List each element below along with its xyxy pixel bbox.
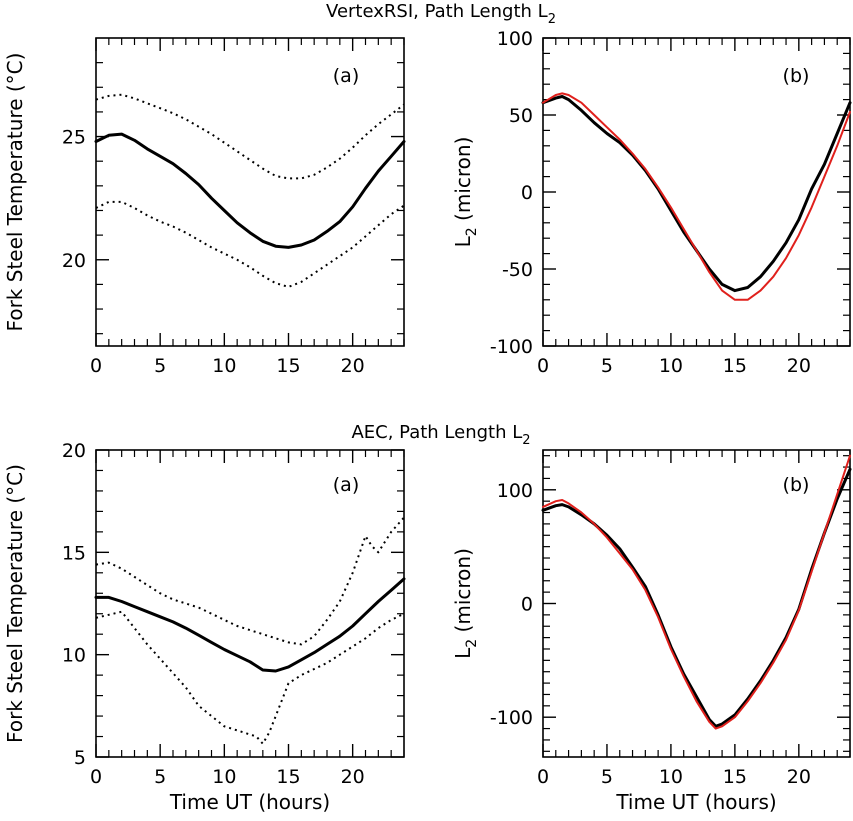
series-line-upper <box>95 516 405 646</box>
x-tick-label: 5 <box>154 766 166 788</box>
y-tick-label: 100 <box>497 480 533 502</box>
y-axis-label-unit: (micron) <box>451 548 475 639</box>
panel-label: (a) <box>333 474 359 496</box>
x-axis-label: Time UT (hours) <box>615 790 776 814</box>
x-tick-label: 10 <box>659 355 683 377</box>
x-tick-label: 10 <box>212 355 236 377</box>
series-line-model <box>542 454 851 730</box>
y-tick-label: 20 <box>62 440 86 462</box>
series-line-lower <box>95 200 405 288</box>
y-axis-label-text: Fork Steel Temperature (°C) <box>3 464 27 743</box>
plot-frame <box>95 449 405 758</box>
section-title-subscript: 2 <box>522 433 530 448</box>
y-axis-label-text: L <box>451 647 475 659</box>
x-tick-label: 5 <box>601 766 613 788</box>
y-tick-label: 25 <box>62 127 86 149</box>
x-tick-label: 5 <box>154 355 166 377</box>
y-tick-label: 10 <box>62 645 86 667</box>
x-tick-label: 15 <box>723 355 747 377</box>
panel-vertex-a: 0 5 10 15 20 20 25 (a) Fork Steel Temperature (°… <box>3 37 406 377</box>
x-tick-label: 0 <box>537 766 549 788</box>
y-axis-label: L2 (micron) <box>451 137 480 248</box>
x-tick-label: 0 <box>90 355 102 377</box>
y-tick-label: 5 <box>74 747 86 769</box>
section-title-text: VertexRSI, Path Length L <box>326 1 548 22</box>
section-title-aec: AEC, Path Length L2 <box>351 422 530 448</box>
x-tick-label: 20 <box>341 355 365 377</box>
panel-vertex-b: 0 5 10 15 20 -100 -50 0 50 100 (b) L2 (micron) <box>451 28 852 377</box>
section-title-vertexrsi: VertexRSI, Path Length L2 <box>326 1 556 27</box>
y-tick-label: 100 <box>497 28 533 50</box>
series-line-upper <box>95 93 405 180</box>
panel-label: (a) <box>333 65 359 87</box>
section-title-text: AEC, Path Length L <box>351 422 522 443</box>
x-tick-label: 15 <box>723 766 747 788</box>
panel-aec-b: 0 5 10 15 20 -100 0 100 (b) Time UT (hours) L2 (mi… <box>451 449 852 814</box>
x-tick-label: 10 <box>659 766 683 788</box>
plot-frame <box>542 449 851 758</box>
y-tick-label: -100 <box>490 336 533 358</box>
x-tick-label: 5 <box>601 355 613 377</box>
y-tick-label: 0 <box>521 182 533 204</box>
x-tick-label: 0 <box>537 355 549 377</box>
y-axis-label-subscript: 2 <box>464 227 480 236</box>
x-tick-label: 20 <box>787 766 811 788</box>
x-tick-label: 15 <box>276 355 300 377</box>
section-title-subscript: 2 <box>548 12 556 27</box>
x-tick-label: 20 <box>341 766 365 788</box>
x-tick-label: 0 <box>90 766 102 788</box>
y-tick-label: -100 <box>490 707 533 729</box>
y-axis-label: Fork Steel Temperature (°C) <box>3 464 27 743</box>
series-line-mean <box>94 577 406 673</box>
x-axis-label: Time UT (hours) <box>169 790 330 814</box>
y-tick-label: 20 <box>62 250 86 272</box>
series-line-lower <box>95 610 405 745</box>
x-tick-label: 20 <box>787 355 811 377</box>
x-tick-label: 10 <box>212 766 236 788</box>
panel-label: (b) <box>783 65 810 87</box>
y-tick-label: -50 <box>502 259 533 281</box>
series-line-mean <box>94 132 406 249</box>
y-axis-label-subscript: 2 <box>464 639 480 648</box>
series-line-measured <box>541 95 852 293</box>
y-axis-label-text: Fork Steel Temperature (°C) <box>3 53 27 332</box>
series-line-model <box>542 92 851 301</box>
y-tick-label: 15 <box>62 542 86 564</box>
x-tick-label: 15 <box>276 766 300 788</box>
y-tick-label: 0 <box>521 594 533 616</box>
panel-label: (b) <box>783 474 810 496</box>
y-tick-label: 50 <box>509 105 533 127</box>
y-axis-label: Fork Steel Temperature (°C) <box>3 53 27 332</box>
y-axis-label-unit: (micron) <box>451 137 475 228</box>
y-axis-label-text: L <box>451 235 475 247</box>
y-axis-label: L2 (micron) <box>451 548 480 659</box>
